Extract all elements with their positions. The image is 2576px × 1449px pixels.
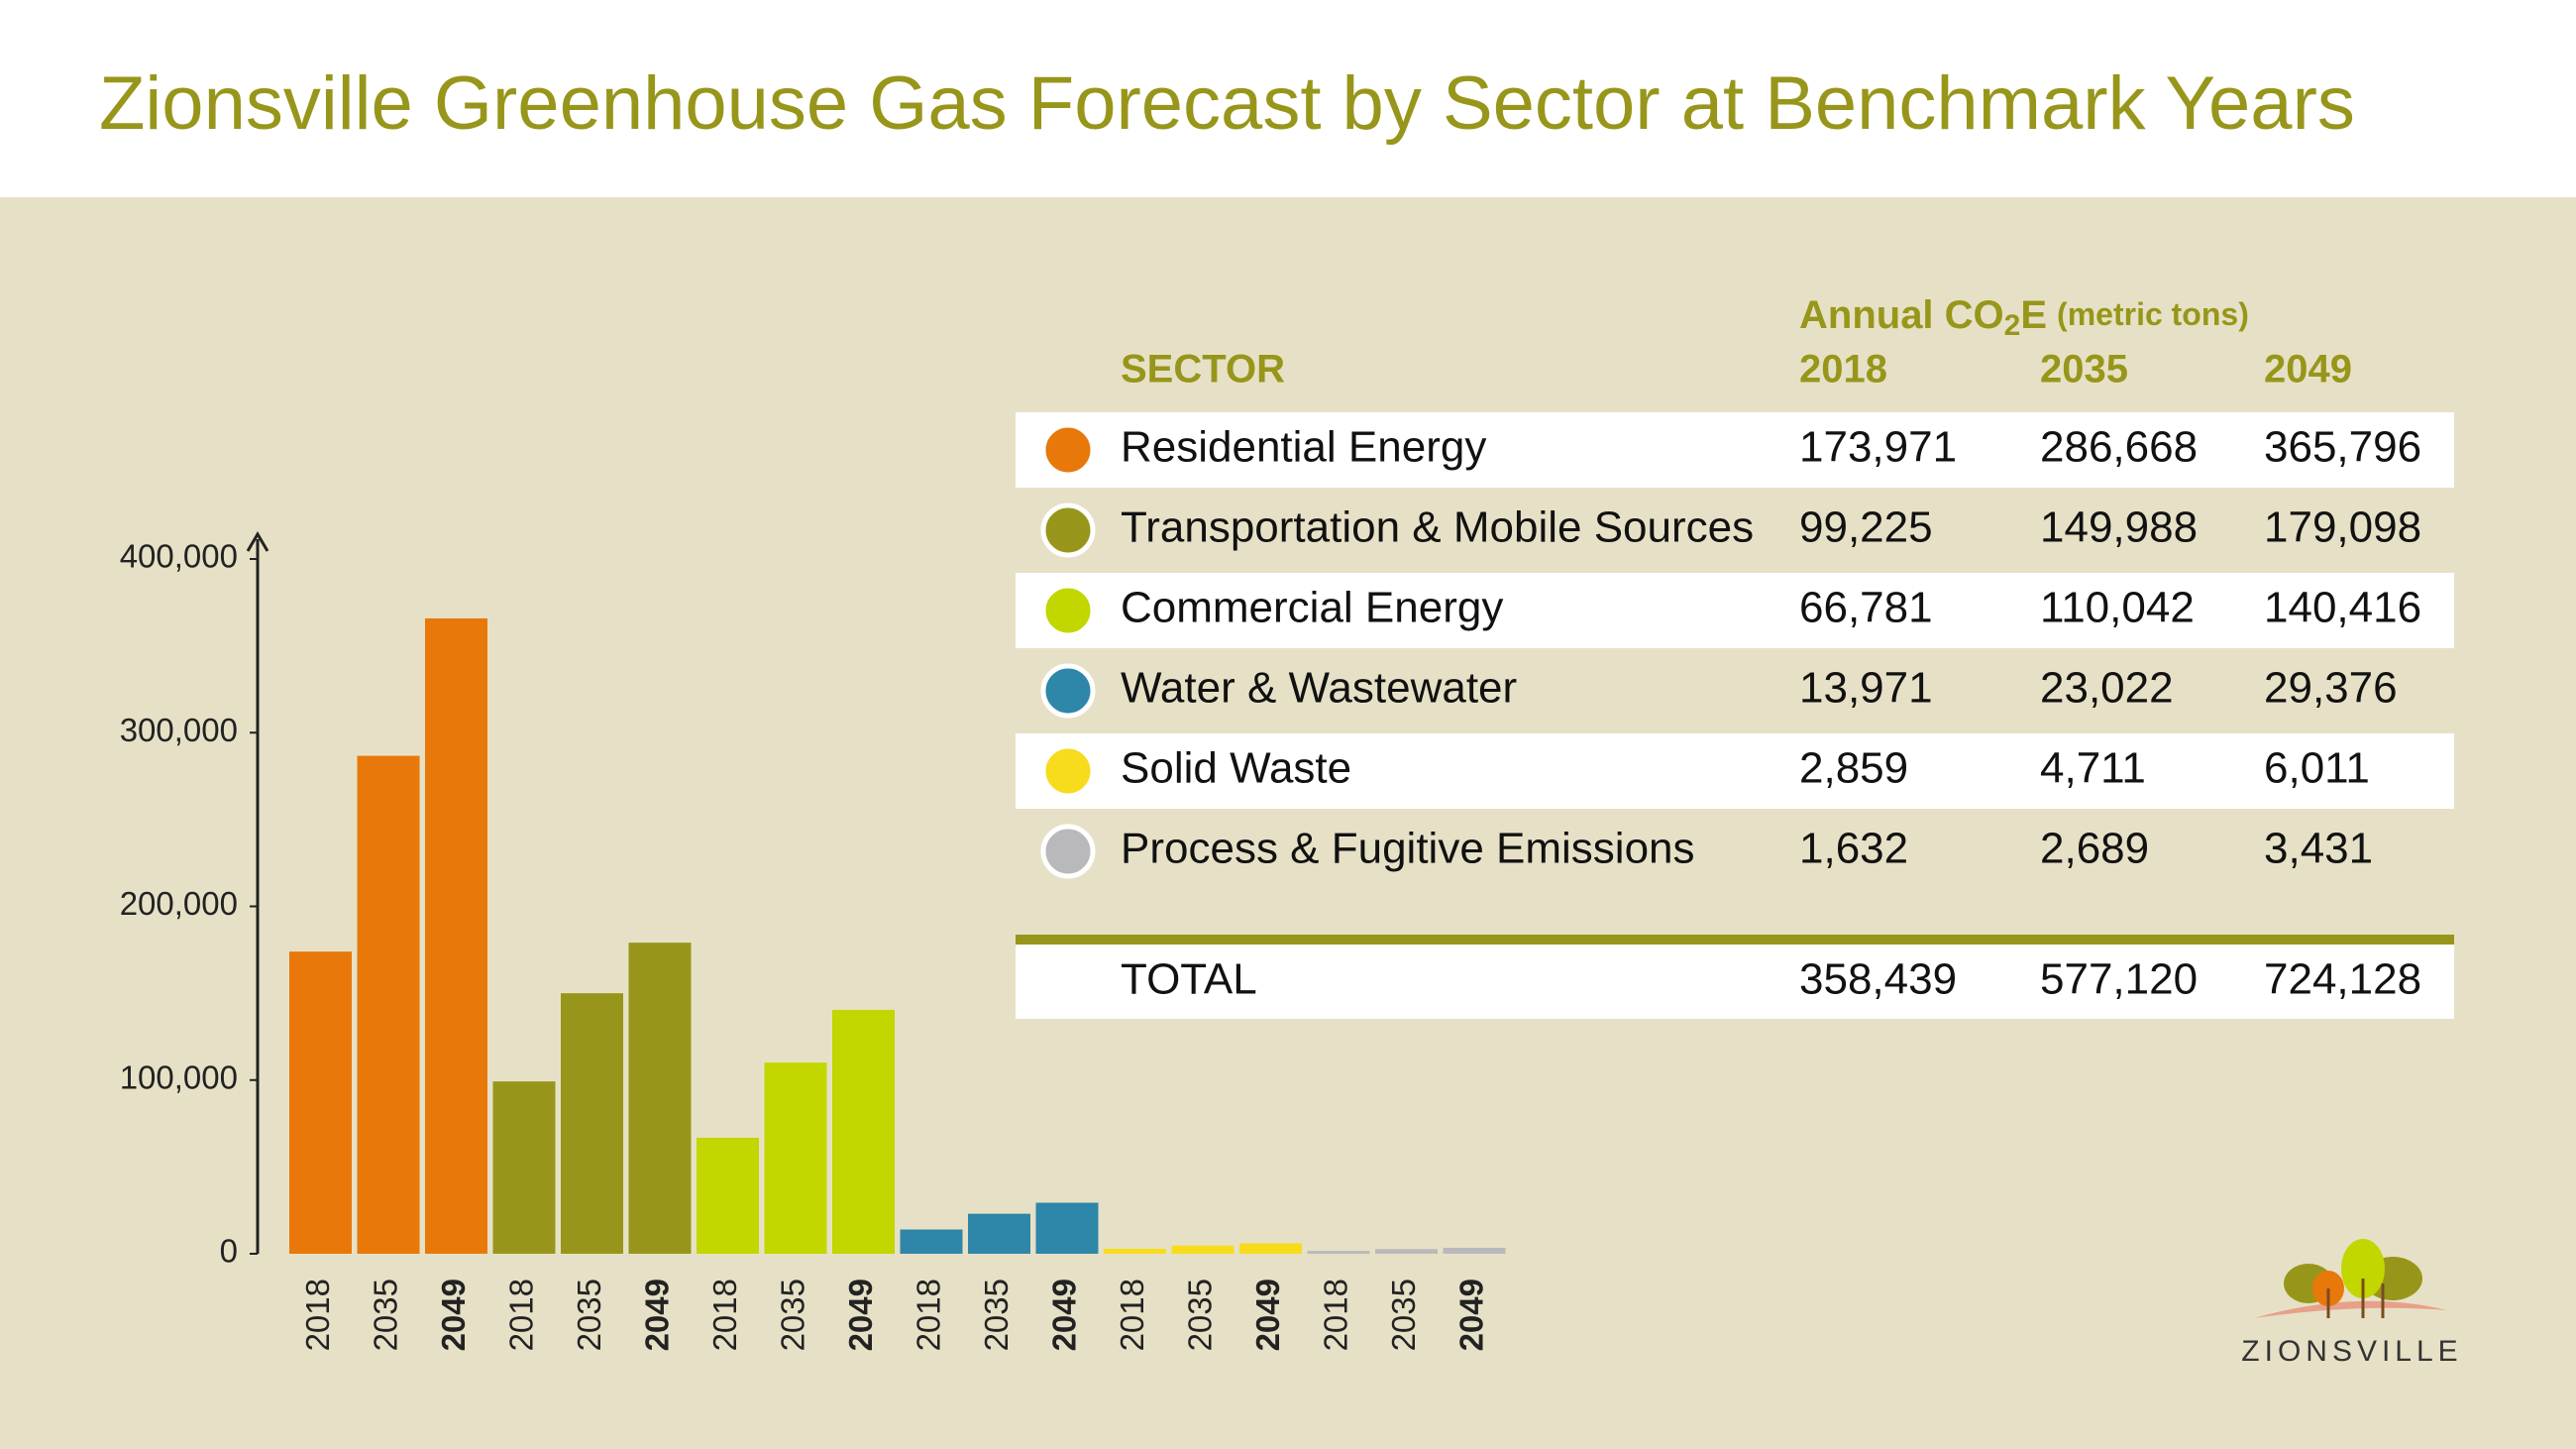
- total-value: 358,439: [1799, 955, 1957, 1004]
- unit-suffix: E: [2020, 293, 2047, 337]
- table-value: 1,632: [1799, 825, 1908, 873]
- total-row: [1016, 945, 2454, 1019]
- table-value: 99,225: [1799, 503, 1933, 552]
- x-tick-label: 2049: [435, 1279, 472, 1351]
- x-tick-label: 2018: [706, 1279, 743, 1351]
- unit-prefix: Annual CO: [1799, 293, 2004, 337]
- x-tick-label: 2035: [978, 1279, 1015, 1351]
- y-tick-label: 100,000: [120, 1059, 238, 1095]
- x-tick-label: 2035: [1182, 1279, 1219, 1351]
- table-value: 149,988: [2040, 503, 2198, 552]
- bar: [1171, 1245, 1234, 1254]
- x-tick-label: 2035: [368, 1279, 404, 1351]
- x-tick-label: 2018: [1114, 1279, 1150, 1351]
- legend-label: Process & Fugitive Emissions: [1121, 825, 1695, 873]
- x-tick-label: 2018: [503, 1279, 540, 1351]
- table-value: 140,416: [2264, 584, 2421, 632]
- bar: [1307, 1251, 1370, 1254]
- bar: [764, 1062, 827, 1254]
- legend-swatch: [1040, 743, 1096, 799]
- x-tick-label: 2035: [1385, 1279, 1422, 1351]
- y-tick-label: 200,000: [120, 885, 238, 922]
- logo-mark: [2254, 1239, 2447, 1318]
- total-label: TOTAL: [1121, 955, 1257, 1004]
- bar: [832, 1009, 895, 1254]
- legend-swatch: [1040, 824, 1096, 879]
- bar: [492, 1081, 556, 1254]
- table-value: 173,971: [1799, 423, 1957, 472]
- header-band: [0, 0, 2576, 197]
- bar: [968, 1213, 1030, 1254]
- table-value: 4,711: [2040, 744, 2146, 793]
- x-tick-label: 2018: [1318, 1279, 1354, 1351]
- x-tick-label: 2049: [1046, 1279, 1083, 1351]
- table-value: 13,971: [1799, 664, 1933, 713]
- table-value: 6,011: [2264, 744, 2370, 793]
- x-tick-label: 2049: [1453, 1279, 1490, 1351]
- table-value: 365,796: [2264, 423, 2421, 472]
- table-row: [1016, 573, 2454, 648]
- table-row: [1016, 733, 2454, 809]
- table-value: 3,431: [2264, 825, 2373, 873]
- bar: [900, 1229, 963, 1254]
- legend-label: Solid Waste: [1121, 744, 1351, 793]
- bar: [357, 755, 420, 1254]
- x-tick-label: 2049: [639, 1279, 676, 1351]
- bar: [561, 993, 623, 1254]
- column-header: 2049: [2264, 348, 2352, 391]
- legend-label: Transportation & Mobile Sources: [1121, 503, 1754, 552]
- bar: [425, 617, 487, 1254]
- bar: [1443, 1247, 1506, 1254]
- chart-title: Zionsville Greenhouse Gas Forecast by Se…: [99, 61, 2355, 146]
- legend-label: Water & Wastewater: [1121, 664, 1517, 713]
- legend-swatch: [1040, 663, 1096, 719]
- x-tick-label: 2049: [842, 1279, 879, 1351]
- y-tick-label: 0: [220, 1233, 238, 1270]
- logo-text: ZIONSVILLE: [2241, 1335, 2462, 1368]
- table-value: 23,022: [2040, 664, 2174, 713]
- x-tick-label: 2035: [571, 1279, 607, 1351]
- table-value: 29,376: [2264, 664, 2398, 713]
- bar: [1375, 1249, 1438, 1254]
- y-tick-label: 300,000: [120, 712, 238, 748]
- bar: [628, 943, 692, 1254]
- unit-note: (metric tons): [2057, 296, 2249, 332]
- bar: [697, 1137, 759, 1254]
- bar: [1104, 1248, 1166, 1254]
- table-value: 2,859: [1799, 744, 1908, 793]
- x-tick-label: 2018: [911, 1279, 947, 1351]
- total-rule: [1016, 935, 2454, 945]
- legend-label: Commercial Energy: [1121, 584, 1503, 632]
- bar: [1239, 1243, 1302, 1254]
- unit-sub: 2: [2004, 309, 2021, 342]
- table-value: 66,781: [1799, 584, 1933, 632]
- bar: [289, 951, 352, 1254]
- total-value: 577,120: [2040, 955, 2198, 1004]
- table-value: 286,668: [2040, 423, 2198, 472]
- legend-swatch: [1040, 502, 1096, 558]
- x-tick-label: 2035: [775, 1279, 811, 1351]
- column-header: 2018: [1799, 348, 1887, 391]
- y-axis-arrow: [246, 531, 269, 552]
- x-tick-label: 2049: [1249, 1279, 1286, 1351]
- legend-swatch: [1040, 422, 1096, 478]
- column-header: 2035: [2040, 348, 2128, 391]
- unit-header: Annual CO2E (metric tons): [1799, 293, 2249, 342]
- table-value: 2,689: [2040, 825, 2149, 873]
- legend-label: Residential Energy: [1121, 423, 1486, 472]
- sector-header: SECTOR: [1121, 348, 1285, 391]
- total-value: 724,128: [2264, 955, 2421, 1004]
- legend-swatch: [1040, 583, 1096, 638]
- table-value: 179,098: [2264, 503, 2421, 552]
- table-value: 110,042: [2040, 584, 2195, 632]
- table-row: [1016, 412, 2454, 488]
- bar: [1035, 1202, 1099, 1254]
- x-tick-label: 2018: [299, 1279, 336, 1351]
- y-tick-label: 400,000: [120, 538, 238, 575]
